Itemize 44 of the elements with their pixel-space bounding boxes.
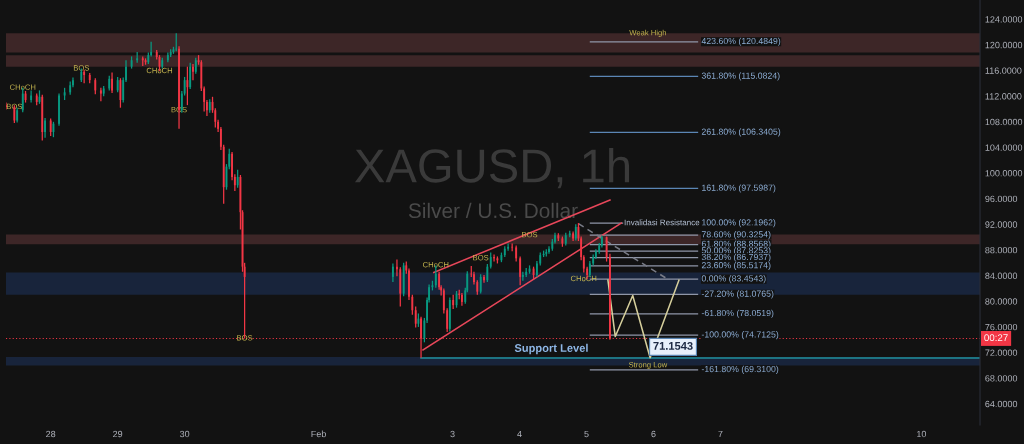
x-tick-label: 7 [718,430,723,438]
y-tick-label: 64.0000 [985,400,1018,408]
ref-line-label: 423.60% (120.4849) [701,37,781,46]
x-tick-label: Feb [311,430,326,438]
ref-line-label: -100.00% (74.7125) [701,331,779,340]
y-tick-label: 116.0000 [985,67,1022,74]
y-tick-label: 108.0000 [985,118,1023,126]
y-tick-label: 96.0000 [985,195,1018,203]
x-tick-label: 30 [179,430,190,438]
y-tick-label: 88.0000 [985,246,1018,254]
x-tick-label: 4 [517,430,522,438]
x-tick-label: 5 [584,430,589,438]
annotation: Invalidasi Resistance [624,219,700,226]
x-tick-label: 6 [651,430,656,438]
ref-line-label: 23.60% (85.5174) [701,261,771,270]
ref-line-label: 78.60% (90.3254) [701,231,771,240]
ref-line-label: Support Level [514,343,588,355]
y-tick-label: 80.0000 [985,298,1018,305]
ref-line-label: 261.80% (106.3405) [701,128,781,137]
y-tick-label: 92.0000 [985,221,1018,228]
ref-line-label: -27.20% (81.0765) [701,290,774,299]
annotation: 71.1543 [653,341,693,350]
ref-line-label: 38.20% (86.7937) [701,253,771,262]
ref-line-label: 0.00% (83.4543) [701,275,766,284]
y-tick-label: 124.0000 [985,16,1023,23]
ref-line-label: 100.00% (92.1962) [702,219,776,228]
text: 00:27 [984,334,1008,342]
y-tick-label: 112.0000 [985,93,1022,100]
y-tick-label: 76.0000 [985,323,1018,331]
ref-line-label: 361.80% (115.0824) [701,72,780,81]
y-tick-label: 120.0000 [985,41,1023,49]
x-tick-label: 10 [917,430,927,438]
y-tick-label: 68.0000 [985,375,1018,382]
x-tick-label: 3 [450,430,455,438]
y-tick-label: 104.0000 [985,144,1023,151]
y-tick-label: 100.0000 [985,170,1023,177]
y-tick-label: 84.0000 [985,272,1018,279]
ref-line-label: 161.80% (97.5987) [702,184,776,193]
ref-line-label: -61.80% (78.0519) [701,309,774,318]
x-tick-label: 29 [113,430,123,438]
x-tick-label: 28 [46,430,56,438]
text: Silver / U.S. Dollar [408,202,578,219]
ref-line-label: -161.80% (69.3100) [701,365,779,374]
y-tick-label: 72.0000 [985,349,1018,356]
